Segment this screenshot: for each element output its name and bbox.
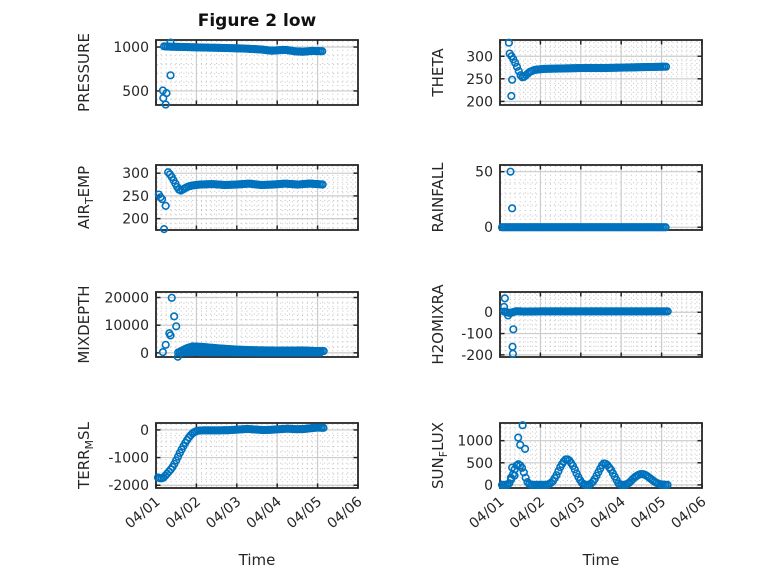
pressure-markers <box>158 38 327 109</box>
svg-text:500: 500 <box>122 84 149 100</box>
pressure-minor-grid <box>157 41 357 104</box>
rainfall-ytick-labels: 0 50 <box>475 165 493 237</box>
terr-msl-markers <box>153 423 328 483</box>
svg-text:04/02: 04/02 <box>507 494 548 532</box>
svg-text:250: 250 <box>466 72 493 88</box>
svg-text:04/05: 04/05 <box>284 494 325 532</box>
subplot-terr-msl: -2000 -1000 0 04/01 04/02 04/03 04/04 04/05 04/0… <box>75 421 366 532</box>
subplot-h2omixra: -200 -100 0 H2OMIXRA <box>429 284 703 365</box>
svg-text:04/06: 04/06 <box>324 494 365 532</box>
svg-text:0: 0 <box>484 305 493 321</box>
air-temp-minor-grid <box>157 166 357 229</box>
svg-text:10000: 10000 <box>104 318 149 334</box>
subplot-air-temp: 200 250 300 AIRT​EMP <box>75 164 359 234</box>
mixdepth-ytick-labels: 0 10000 20000 <box>104 291 149 362</box>
sun-flux-markers <box>497 421 672 490</box>
h2omixra-minor-grid <box>501 293 701 356</box>
svg-text:200: 200 <box>466 94 493 110</box>
x-axis-label-left: Time <box>238 551 276 569</box>
svg-text:04/02: 04/02 <box>163 494 204 532</box>
svg-text:20000: 20000 <box>104 291 149 307</box>
x-axis-label-right: Time <box>582 551 620 569</box>
svg-text:0: 0 <box>140 423 149 439</box>
svg-text:04/01: 04/01 <box>466 494 507 532</box>
svg-text:-200: -200 <box>461 348 493 364</box>
sun-flux-ytick-labels: 0 500 1000 <box>457 434 493 494</box>
subplot-mixdepth: 0 10000 20000 MIXDEPTH <box>75 285 359 364</box>
svg-text:1000: 1000 <box>457 434 493 450</box>
svg-text:0: 0 <box>140 346 149 362</box>
subplot-rainfall: 0 50 RAINFALL <box>429 162 703 237</box>
svg-text:1000: 1000 <box>113 40 149 56</box>
h2omixra-markers <box>499 294 672 358</box>
theta-ytick-labels: 200 250 300 <box>466 49 493 110</box>
pressure-ylabel: PRESSURE <box>75 33 93 112</box>
svg-text:04/03: 04/03 <box>203 494 244 532</box>
terr-msl-minor-grid <box>157 424 357 487</box>
rainfall-minor-grid <box>501 166 701 229</box>
air-temp-ylabel: AIRT​EMP <box>75 166 96 229</box>
svg-text:04/06: 04/06 <box>668 494 709 532</box>
svg-text:200: 200 <box>122 212 149 228</box>
svg-text:0: 0 <box>484 478 493 494</box>
subplot-sun-flux: 0 500 1000 04/01 04/02 04/03 04/04 04/05 04/06 SU… <box>429 421 710 532</box>
subplot-pressure: 500 1000 PRESSURE <box>75 33 359 112</box>
sun-flux-xtick-labels: 04/01 04/02 04/03 04/04 04/05 04/06 <box>466 494 709 532</box>
h2omixra-ytick-labels: -200 -100 0 <box>461 305 493 364</box>
h2omixra-axes <box>499 291 703 358</box>
terr-msl-ylabel: TERRM​SL <box>75 421 96 490</box>
sun-flux-minor-grid <box>501 424 701 487</box>
svg-text:300: 300 <box>466 49 493 65</box>
theta-ylabel: THETA <box>429 48 447 98</box>
svg-text:04/03: 04/03 <box>547 494 588 532</box>
svg-text:-100: -100 <box>461 327 493 343</box>
svg-text:300: 300 <box>122 166 149 182</box>
svg-text:04/04: 04/04 <box>588 494 629 532</box>
svg-text:500: 500 <box>466 456 493 472</box>
svg-text:04/05: 04/05 <box>628 494 669 532</box>
svg-text:04/01: 04/01 <box>122 494 163 532</box>
svg-text:50: 50 <box>475 165 493 181</box>
mixdepth-markers <box>158 293 328 361</box>
h2omixra-ylabel: H2OMIXRA <box>429 284 447 365</box>
theta-markers <box>504 38 671 101</box>
mixdepth-ylabel: MIXDEPTH <box>75 285 93 363</box>
svg-text:0: 0 <box>484 220 493 236</box>
air-temp-ytick-labels: 200 250 300 <box>122 166 149 227</box>
air-temp-markers <box>154 168 327 234</box>
pressure-ytick-labels: 500 1000 <box>113 40 149 100</box>
mixdepth-minor-grid <box>157 293 357 356</box>
sun-flux-ylabel: SUNF​LUX <box>429 422 450 489</box>
terr-msl-axes <box>155 422 359 489</box>
svg-text:-1000: -1000 <box>108 451 149 467</box>
terr-msl-ytick-labels: -2000 -1000 0 <box>108 423 149 494</box>
air-temp-major-grid <box>156 165 358 230</box>
svg-text:-2000: -2000 <box>108 478 149 494</box>
rainfall-ylabel: RAINFALL <box>429 162 447 233</box>
terr-msl-xtick-labels: 04/01 04/02 04/03 04/04 04/05 04/06 <box>122 494 365 532</box>
rainfall-markers <box>497 167 670 232</box>
subplot-theta: 200 250 300 THETA <box>429 38 703 110</box>
svg-text:250: 250 <box>122 189 149 205</box>
svg-text:04/04: 04/04 <box>244 494 285 532</box>
figure-title: Figure 2 low <box>197 11 317 31</box>
theta-axes <box>499 39 703 106</box>
